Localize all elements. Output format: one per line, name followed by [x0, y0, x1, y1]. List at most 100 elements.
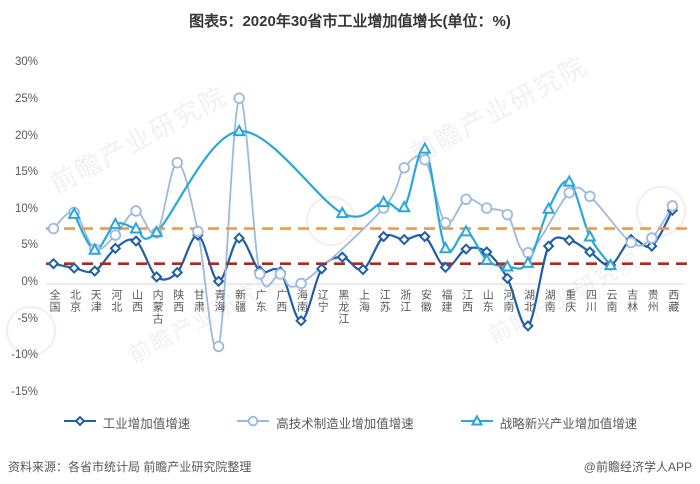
- diamond-marker: [336, 251, 349, 263]
- circle-marker: [192, 225, 204, 238]
- legend-label: 工业增加值增速: [102, 417, 191, 431]
- x-axis-label: 广西: [274, 289, 287, 313]
- legend-label: 高技术制造业增加值增速: [276, 417, 414, 431]
- diamond-marker: [212, 275, 225, 288]
- triangle-marker: [335, 205, 350, 219]
- diamond-marker: [460, 243, 472, 255]
- x-axis-label: 山西: [130, 289, 143, 313]
- circle-marker: [625, 236, 637, 249]
- legend-label: 战略新兴产业增加值增速: [499, 417, 638, 431]
- triangle-marker: [108, 216, 123, 230]
- y-tick-label: -10%: [11, 349, 38, 362]
- legend-item-hightech[interactable]: 高技术制造业增加值增速: [236, 413, 414, 432]
- circle-marker: [666, 200, 679, 212]
- circle-marker-icon: [236, 414, 270, 431]
- triangle-marker: [480, 252, 494, 265]
- x-axis-label: 江西: [460, 289, 473, 313]
- legend-item-industry[interactable]: 工业增加值增速: [63, 413, 191, 432]
- diamond-marker: [419, 230, 431, 243]
- diamond-marker: [501, 272, 514, 285]
- diamond-marker: [645, 240, 658, 252]
- circle-marker: [646, 232, 658, 244]
- y-tick-label: -5%: [17, 312, 38, 325]
- x-axis-label: 福建: [439, 289, 452, 313]
- triangle-marker: [129, 221, 143, 234]
- x-axis-label: 河南: [501, 289, 514, 313]
- circle-marker: [130, 205, 142, 217]
- triangle-marker: [376, 194, 391, 208]
- diamond-marker: [68, 262, 80, 274]
- circle-marker: [254, 268, 266, 280]
- diamond-marker: [109, 242, 122, 255]
- x-axis-label: 陕西: [171, 289, 184, 313]
- x-axis-label: 内蒙古: [151, 289, 164, 325]
- triangle-marker: [603, 257, 618, 271]
- circle-marker: [419, 154, 431, 166]
- diamond-marker: [542, 240, 555, 252]
- circle-marker: [295, 277, 307, 290]
- x-axis-label: 江苏: [378, 289, 391, 313]
- x-axis-label: 云南: [605, 289, 617, 313]
- diamond-marker: [563, 234, 576, 247]
- credit-note[interactable]: @前瞻经济学人APP: [583, 460, 692, 474]
- legend-item-strategic[interactable]: 战略新兴产业增加值增速: [460, 413, 638, 432]
- x-axis-label: 四川: [584, 289, 597, 313]
- y-tick-label: 25%: [14, 93, 38, 105]
- x-axis-label: 青海: [213, 289, 226, 313]
- diamond-marker: [74, 415, 86, 427]
- triangle-marker: [521, 255, 535, 268]
- triangle-marker: [88, 242, 102, 255]
- series-line-circle: [52, 97, 674, 351]
- y-tick-label: -15%: [11, 385, 38, 398]
- x-axis-label: 吉林: [625, 289, 638, 313]
- triangle-marker: [149, 224, 164, 238]
- triangle-marker: [397, 200, 411, 213]
- diamond-marker: [233, 232, 245, 244]
- x-axis-label: 安徽: [419, 289, 432, 313]
- diamond-marker: [295, 314, 307, 327]
- circle-marker: [109, 229, 122, 241]
- diamond-marker: [171, 266, 184, 279]
- x-axis-label: 全国: [48, 289, 60, 313]
- triangle-marker: [438, 241, 453, 254]
- triangle-marker: [583, 229, 597, 242]
- x-axis-label: 上海: [357, 289, 370, 313]
- diamond-marker: [88, 265, 101, 277]
- diamond-marker: [150, 271, 163, 283]
- x-axis-label: 天津: [89, 289, 102, 313]
- diamond-marker: [522, 320, 534, 332]
- x-axis-label: 甘肃: [192, 289, 205, 313]
- x-axis-label: 西藏: [666, 289, 679, 313]
- x-axis-label: 辽宁: [316, 289, 329, 313]
- circle-legend-glyph: [237, 415, 270, 427]
- diamond-marker: [315, 263, 328, 275]
- diamond-marker: [47, 257, 60, 270]
- x-axis-label: 湖南: [543, 289, 556, 313]
- diamond-marker: [130, 235, 142, 247]
- circle-marker: [233, 92, 245, 104]
- circle-marker: [584, 190, 596, 203]
- diamond-marker: [357, 263, 369, 276]
- x-axis-label: 湖北: [522, 289, 535, 313]
- x-axis-label: 黑龙江: [336, 289, 349, 325]
- diamond-marker: [398, 233, 411, 246]
- x-axis-label: 广东: [254, 289, 267, 313]
- circle-marker: [398, 162, 410, 174]
- diamond-marker-icon: [63, 414, 97, 431]
- y-tick-label: 5%: [21, 239, 38, 252]
- chart-title: 图表5：2020年30省市工业增加值增长(单位：%): [189, 13, 511, 30]
- circle-marker: [563, 186, 575, 199]
- chart-legend: 工业增加值增速 高技术制造业增加值增速 战略新兴产业增加值增速: [0, 413, 700, 432]
- x-axis-label: 海南: [295, 289, 308, 313]
- circle-marker: [439, 217, 452, 229]
- diamond-marker: [439, 261, 452, 274]
- circle-marker: [171, 156, 183, 169]
- x-axis-label: 浙江: [398, 289, 411, 313]
- triangle-marker: [470, 414, 483, 426]
- circle-marker: [248, 415, 259, 427]
- x-axis-label: 山东: [481, 289, 494, 313]
- circle-marker: [481, 202, 493, 214]
- triangle-marker: [232, 123, 246, 137]
- y-tick-label: 0%: [21, 276, 38, 288]
